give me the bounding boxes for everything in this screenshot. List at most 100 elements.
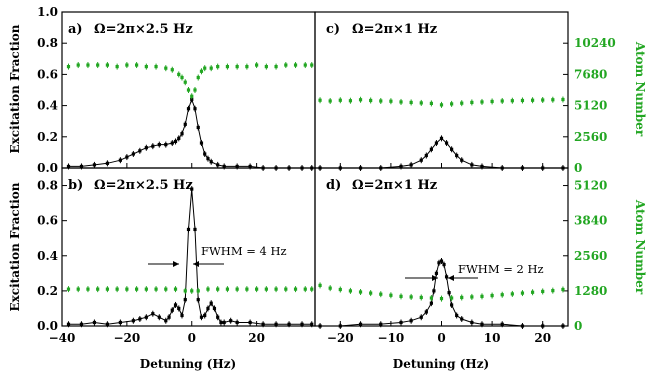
panel-a-excitation-point <box>125 155 129 159</box>
panel-a-atoms-point <box>170 68 174 72</box>
panel-c-atoms-point <box>551 98 555 102</box>
panel-c-excitation-point <box>409 163 413 167</box>
panel-a-atoms-point <box>86 63 90 67</box>
panel-a-atoms-point <box>180 75 184 80</box>
panel-d-atoms-point <box>429 296 433 300</box>
panel-d-title: Ω=2π×1 Hz <box>352 178 437 193</box>
panel-d-atoms-point <box>338 287 342 292</box>
panel-d-ytick-label: 1280 <box>574 284 607 298</box>
panel-a-atoms-point <box>76 63 80 67</box>
panel-b-atoms-point <box>190 289 194 293</box>
panel-a-excitation-point <box>300 166 304 170</box>
panel-b-excitation-point <box>186 227 191 232</box>
panel-a-excitation-point <box>209 160 213 164</box>
panel-d-atoms-point <box>419 295 423 300</box>
panel-a-excitation-point <box>118 158 122 162</box>
panel-a-title: Ω=2π×2.5 Hz <box>94 22 193 37</box>
panel-b-excitation-point <box>193 227 197 232</box>
y-axis-label-left-lower: Excitation Fraction <box>8 182 22 311</box>
panel-a-excitation-point <box>66 164 71 169</box>
panel-d-xtick-label: −20 <box>327 331 354 345</box>
panel-b-excitation-point <box>118 320 122 325</box>
panel-d-excitation-point <box>500 322 504 326</box>
panel-d-atoms-point <box>399 294 403 298</box>
panel-c-atoms-point <box>348 99 353 103</box>
panel-a-atoms-point <box>255 63 259 67</box>
panel-b-excitation-point <box>222 320 226 325</box>
panel-b-atoms-point <box>173 287 178 291</box>
panel-c-atoms-point <box>399 100 403 104</box>
panel-b-atoms-point <box>245 287 249 291</box>
panel-c-excitation-point <box>455 153 459 158</box>
panel-d-atoms-point <box>510 292 514 296</box>
panel-d-excitation-point <box>429 301 433 305</box>
panel-b-excitation-point <box>164 319 168 323</box>
panel-b-excitation-point <box>167 315 171 319</box>
panel-b-excitation-point <box>131 319 135 323</box>
panel-d-ytick-label: 2560 <box>574 249 607 263</box>
panel-d-atoms-point <box>530 290 535 294</box>
panel-c-atoms-point <box>480 100 484 104</box>
panel-d-label: d) <box>326 178 341 193</box>
panel-b-atoms-point <box>310 287 314 291</box>
panel-b-excitation-point <box>138 317 142 321</box>
panel-c-excitation-point <box>460 158 464 162</box>
panel-d-excitation-point <box>444 275 449 279</box>
panel-d-atoms-point <box>358 290 363 294</box>
panel-c-excitation-point <box>429 147 433 151</box>
panel-d-xtick-label: 10 <box>484 331 501 345</box>
panel-b-label: b) <box>68 178 83 193</box>
panel-b-atoms-point <box>144 287 148 291</box>
panel-c-ytick-label: 0 <box>574 161 582 175</box>
panel-a-label: a) <box>68 22 83 37</box>
panel-b-excitation-point <box>248 320 252 325</box>
panel-b-atoms-point <box>125 287 129 291</box>
panel-a-atoms-point <box>203 66 207 70</box>
panel-d-atoms-point <box>318 283 322 288</box>
panel-b-atoms-point <box>274 287 278 291</box>
panel-c-ytick-label: 10240 <box>574 36 616 50</box>
panel-c-excitation-point <box>434 141 439 145</box>
panel-a-ytick-label: 0.2 <box>37 130 58 144</box>
panel-b-excitation-point <box>261 322 265 326</box>
panel-d-atoms-point <box>379 292 383 296</box>
panel-a-excitation-point <box>287 166 291 170</box>
panel-d-atoms-point <box>551 289 555 293</box>
panel-d-xtick-label: 0 <box>437 331 445 345</box>
panel-d-excitation-point <box>447 291 451 295</box>
panel-d-excitation-point <box>520 324 525 328</box>
panel-c-atoms-point <box>409 100 413 105</box>
panel-c-atoms-point <box>338 98 342 102</box>
panel-b-excitation-point <box>79 322 84 326</box>
panel-d-excitation-point <box>409 319 413 323</box>
panel-c-title: Ω=2π×1 Hz <box>352 22 437 37</box>
x-axis-label-left: Detuning (Hz) <box>140 357 236 371</box>
panel-c-excitation-point <box>541 166 545 170</box>
panel-a-atoms-point <box>154 65 158 69</box>
panel-c-ytick-label: 5120 <box>574 99 607 113</box>
panel-a-excitation-point <box>203 152 207 156</box>
panel-d-excitation-point <box>432 289 436 293</box>
panel-d-excitation-point <box>460 317 464 321</box>
panel-a-excitation-point <box>186 107 191 111</box>
panel-a-excitation-point <box>235 164 239 169</box>
panel-b-atoms-point <box>96 287 100 291</box>
panel-b-excitation-point <box>92 320 97 325</box>
panel-c-atoms-point <box>358 98 363 102</box>
panel-b-ytick-label: 0.8 <box>37 179 58 193</box>
panel-c-label: c) <box>326 22 340 37</box>
panel-a-excitation-point <box>177 136 181 140</box>
panel-b-excitation-point <box>196 298 200 302</box>
panel-d-fwhm-annotation: FWHM = 2 Hz <box>458 262 544 276</box>
panel-d-atoms-point <box>500 293 504 297</box>
panel-b-excitation-point <box>157 315 161 319</box>
panel-b-excitation-point <box>173 303 178 307</box>
panel-d-atoms-point <box>439 296 444 301</box>
panel-a-excitation-point <box>248 164 252 169</box>
panel-c-excitation-point <box>480 164 484 169</box>
panel-d-atoms-point <box>348 289 353 293</box>
panel-d-atoms-point <box>541 289 545 294</box>
panel-b-atoms-point <box>86 287 90 291</box>
panel-b-xtick-label: −40 <box>49 331 76 345</box>
panel-b-excitation-point <box>183 298 187 302</box>
